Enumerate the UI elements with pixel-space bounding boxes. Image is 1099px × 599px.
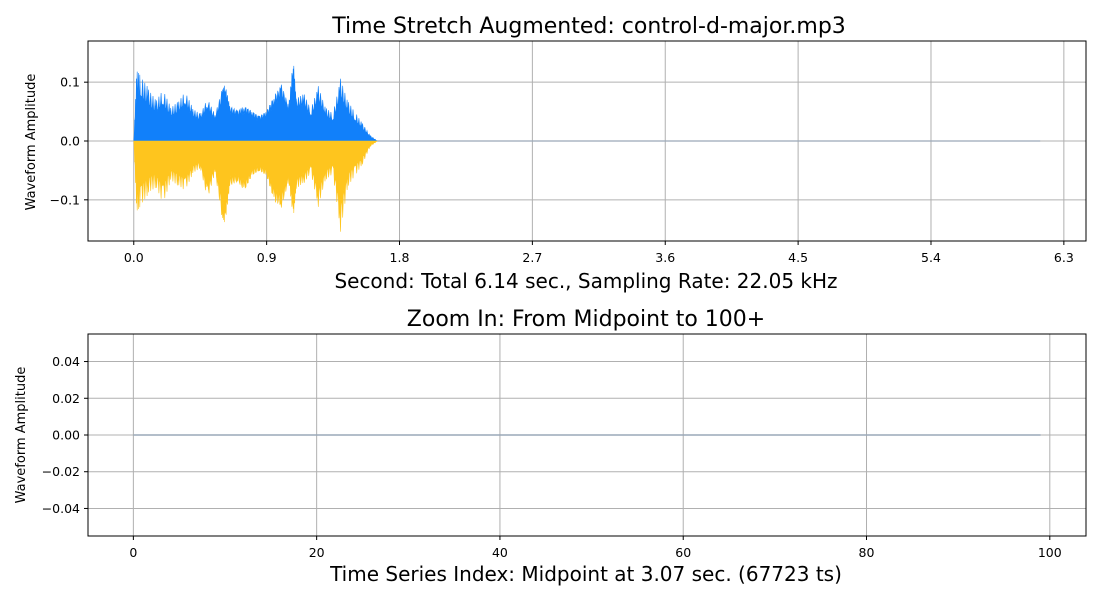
x-tick-label: 0.0 — [124, 250, 144, 265]
x-tick-label: 60 — [675, 545, 691, 560]
x-tick-label: 40 — [492, 545, 508, 560]
zoom-x-ticks: 0 20 40 60 80 100 — [129, 536, 1062, 560]
y-tick-label: 0.00 — [52, 428, 80, 443]
x-tick-label: 20 — [309, 545, 325, 560]
waveform-y-axis-label: Waveform Amplitude — [24, 74, 39, 211]
x-tick-label: 0 — [129, 545, 137, 560]
zoom-chart: Zoom In: From Midpoint to 100+ 0 20 40 60 80… — [14, 307, 1087, 586]
x-tick-label: 100 — [1038, 545, 1062, 560]
waveform-x-ticks: 0.0 0.9 1.8 2.7 3.6 4.5 5.4 6.3 — [124, 241, 1074, 265]
x-tick-label: 2.7 — [522, 250, 542, 265]
y-tick-label: 0.1 — [60, 75, 80, 90]
zoom-x-axis-label: Time Series Index: Midpoint at 3.07 sec.… — [329, 562, 842, 586]
x-tick-label: 3.6 — [655, 250, 675, 265]
y-tick-label: −0.1 — [50, 192, 80, 207]
x-tick-label: 4.5 — [788, 250, 808, 265]
waveform-negative-area — [133, 140, 378, 232]
x-tick-label: 80 — [859, 545, 875, 560]
waveform-chart: Time Stretch Augmented: control-d-major.… — [24, 14, 1087, 293]
waveform-x-axis-label: Second: Total 6.14 sec., Sampling Rate: … — [334, 269, 837, 293]
x-tick-label: 1.8 — [390, 250, 410, 265]
x-tick-label: 6.3 — [1054, 250, 1074, 265]
y-tick-label: −0.02 — [42, 464, 80, 479]
waveform-y-ticks: 0.1 0.0 −0.1 — [50, 75, 88, 207]
y-tick-label: 0.02 — [52, 391, 80, 406]
zoom-y-ticks: 0.04 0.02 0.00 −0.02 −0.04 — [42, 354, 88, 516]
waveform-plot-area — [133, 65, 1041, 232]
zoom-y-axis-label: Waveform Amplitude — [14, 367, 29, 504]
zoom-chart-title: Zoom In: From Midpoint to 100+ — [407, 307, 765, 332]
y-tick-label: −0.04 — [42, 501, 80, 516]
x-tick-label: 5.4 — [921, 250, 941, 265]
x-tick-label: 0.9 — [257, 250, 277, 265]
y-tick-label: 0.0 — [60, 134, 80, 149]
waveform-chart-title: Time Stretch Augmented: control-d-major.… — [331, 14, 846, 39]
waveform-positive-area — [133, 65, 378, 142]
y-tick-label: 0.04 — [52, 354, 80, 369]
